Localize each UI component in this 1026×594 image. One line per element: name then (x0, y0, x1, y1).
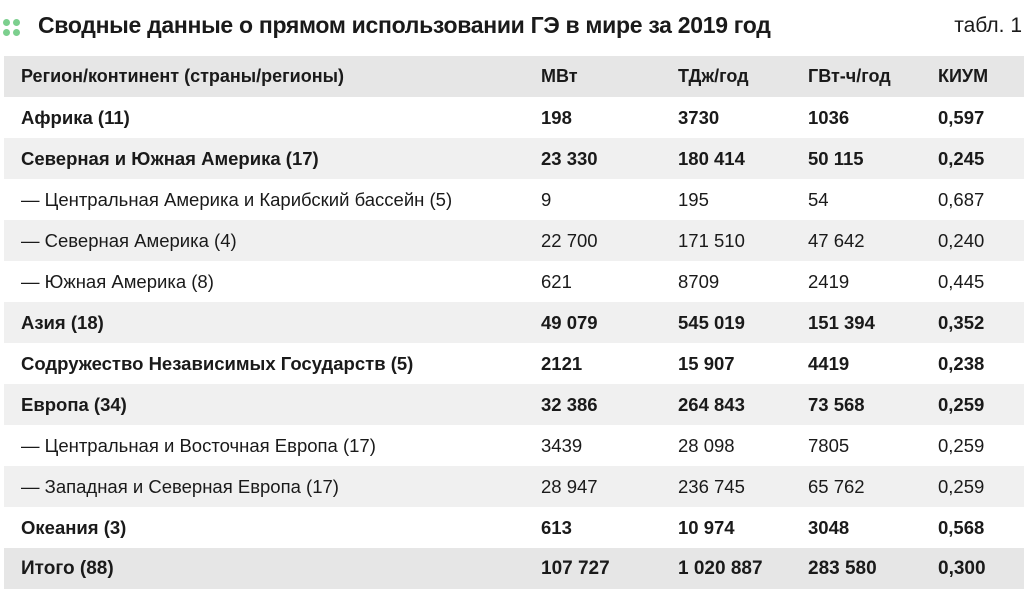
table-cell: 10 974 (661, 507, 791, 548)
table-row: Содружество Независимых Государств (5) 21… (4, 343, 1024, 384)
table-number-label: табл. 1 (954, 14, 1022, 37)
table-cell: 0,238 (921, 343, 1024, 384)
table-cell: Океания (3) (4, 507, 524, 548)
table-row: Азия (18) 49 079 545 019 151 394 0,352 (4, 302, 1024, 343)
table-row: — Западная и Северная Европа (17) 28 947 2… (4, 466, 1024, 507)
column-header-tj: ТДж/год (661, 56, 791, 97)
table-cell: Азия (18) (4, 302, 524, 343)
table-cell: 0,445 (921, 261, 1024, 302)
table-cell: 47 642 (791, 220, 921, 261)
table-cell: 0,300 (921, 548, 1024, 589)
table-cell: Итого (88) (4, 548, 524, 589)
table-header: Сводные данные о прямом использовании ГЭ… (0, 0, 1026, 56)
table-cell: 0,259 (921, 384, 1024, 425)
table-cell: 2121 (524, 343, 661, 384)
table-cell: 236 745 (661, 466, 791, 507)
table-cell: 0,259 (921, 466, 1024, 507)
table-cell: 0,245 (921, 138, 1024, 179)
table-cell: 2419 (791, 261, 921, 302)
table-cell: — Центральная и Восточная Европа (17) (4, 425, 524, 466)
table-row: Океания (3) 613 10 974 3048 0,568 (4, 507, 1024, 548)
table-total-row: Итого (88) 107 727 1 020 887 283 580 0,3… (4, 548, 1024, 589)
table-cell: 15 907 (661, 343, 791, 384)
table-cell: 283 580 (791, 548, 921, 589)
table-cell: 3048 (791, 507, 921, 548)
table-row: Европа (34) 32 386 264 843 73 568 0,259 (4, 384, 1024, 425)
table-cell: 0,240 (921, 220, 1024, 261)
table-cell: 545 019 (661, 302, 791, 343)
table-row: Северная и Южная Америка (17) 23 330 180 4… (4, 138, 1024, 179)
table-cell: Африка (11) (4, 97, 524, 138)
table-row: — Южная Америка (8) 621 8709 2419 0,445 (4, 261, 1024, 302)
table-cell: 0,687 (921, 179, 1024, 220)
table-cell: 198 (524, 97, 661, 138)
table-cell: 32 386 (524, 384, 661, 425)
table-cell: 1036 (791, 97, 921, 138)
column-header-mw: МВт (524, 56, 661, 97)
table-cell: 22 700 (524, 220, 661, 261)
table-cell: 613 (524, 507, 661, 548)
table-cell: 621 (524, 261, 661, 302)
table-cell: 151 394 (791, 302, 921, 343)
table-cell: 195 (661, 179, 791, 220)
table-cell: 0,597 (921, 97, 1024, 138)
table-cell: 9 (524, 179, 661, 220)
table-header-row: Регион/континент (страны/регионы) МВт ТД… (4, 56, 1024, 97)
table-cell: 3730 (661, 97, 791, 138)
table-title: Сводные данные о прямом использовании ГЭ… (38, 12, 771, 38)
table-cell: 28 947 (524, 466, 661, 507)
table-row: — Центральная Америка и Карибский бассей… (4, 179, 1024, 220)
table-body: Африка (11) 198 3730 1036 0,597 Северная и Юж… (4, 97, 1024, 589)
table-cell: 1 020 887 (661, 548, 791, 589)
table-cell: 65 762 (791, 466, 921, 507)
table-cell: Содружество Независимых Государств (5) (4, 343, 524, 384)
table-cell: — Северная Америка (4) (4, 220, 524, 261)
table-cell: 4419 (791, 343, 921, 384)
table-cell: 8709 (661, 261, 791, 302)
table-cell: 28 098 (661, 425, 791, 466)
table-cell: 180 414 (661, 138, 791, 179)
table-cell: 7805 (791, 425, 921, 466)
table-cell: 264 843 (661, 384, 791, 425)
table-row: — Северная Америка (4) 22 700 171 510 47 64… (4, 220, 1024, 261)
bullet-dots-icon (3, 19, 23, 39)
column-header-region: Регион/континент (страны/регионы) (4, 56, 524, 97)
table-cell: 50 115 (791, 138, 921, 179)
data-table: Регион/континент (страны/регионы) МВт ТД… (4, 56, 1024, 589)
table-cell: 3439 (524, 425, 661, 466)
table-cell: 0,568 (921, 507, 1024, 548)
table-cell: — Южная Америка (8) (4, 261, 524, 302)
table-cell: 107 727 (524, 548, 661, 589)
table-row: — Центральная и Восточная Европа (17) 343… (4, 425, 1024, 466)
table-row: Африка (11) 198 3730 1036 0,597 (4, 97, 1024, 138)
table-cell: 54 (791, 179, 921, 220)
table-cell: — Западная и Северная Европа (17) (4, 466, 524, 507)
table-cell: 171 510 (661, 220, 791, 261)
table-cell: 0,259 (921, 425, 1024, 466)
table-cell: Северная и Южная Америка (17) (4, 138, 524, 179)
column-header-capacity-factor: КИУМ (921, 56, 1024, 97)
table-cell: 23 330 (524, 138, 661, 179)
table-cell: 73 568 (791, 384, 921, 425)
table-cell: 0,352 (921, 302, 1024, 343)
table-cell: — Центральная Америка и Карибский бассей… (4, 179, 524, 220)
table-cell: Европа (34) (4, 384, 524, 425)
table-cell: 49 079 (524, 302, 661, 343)
column-header-gwh: ГВт-ч/год (791, 56, 921, 97)
